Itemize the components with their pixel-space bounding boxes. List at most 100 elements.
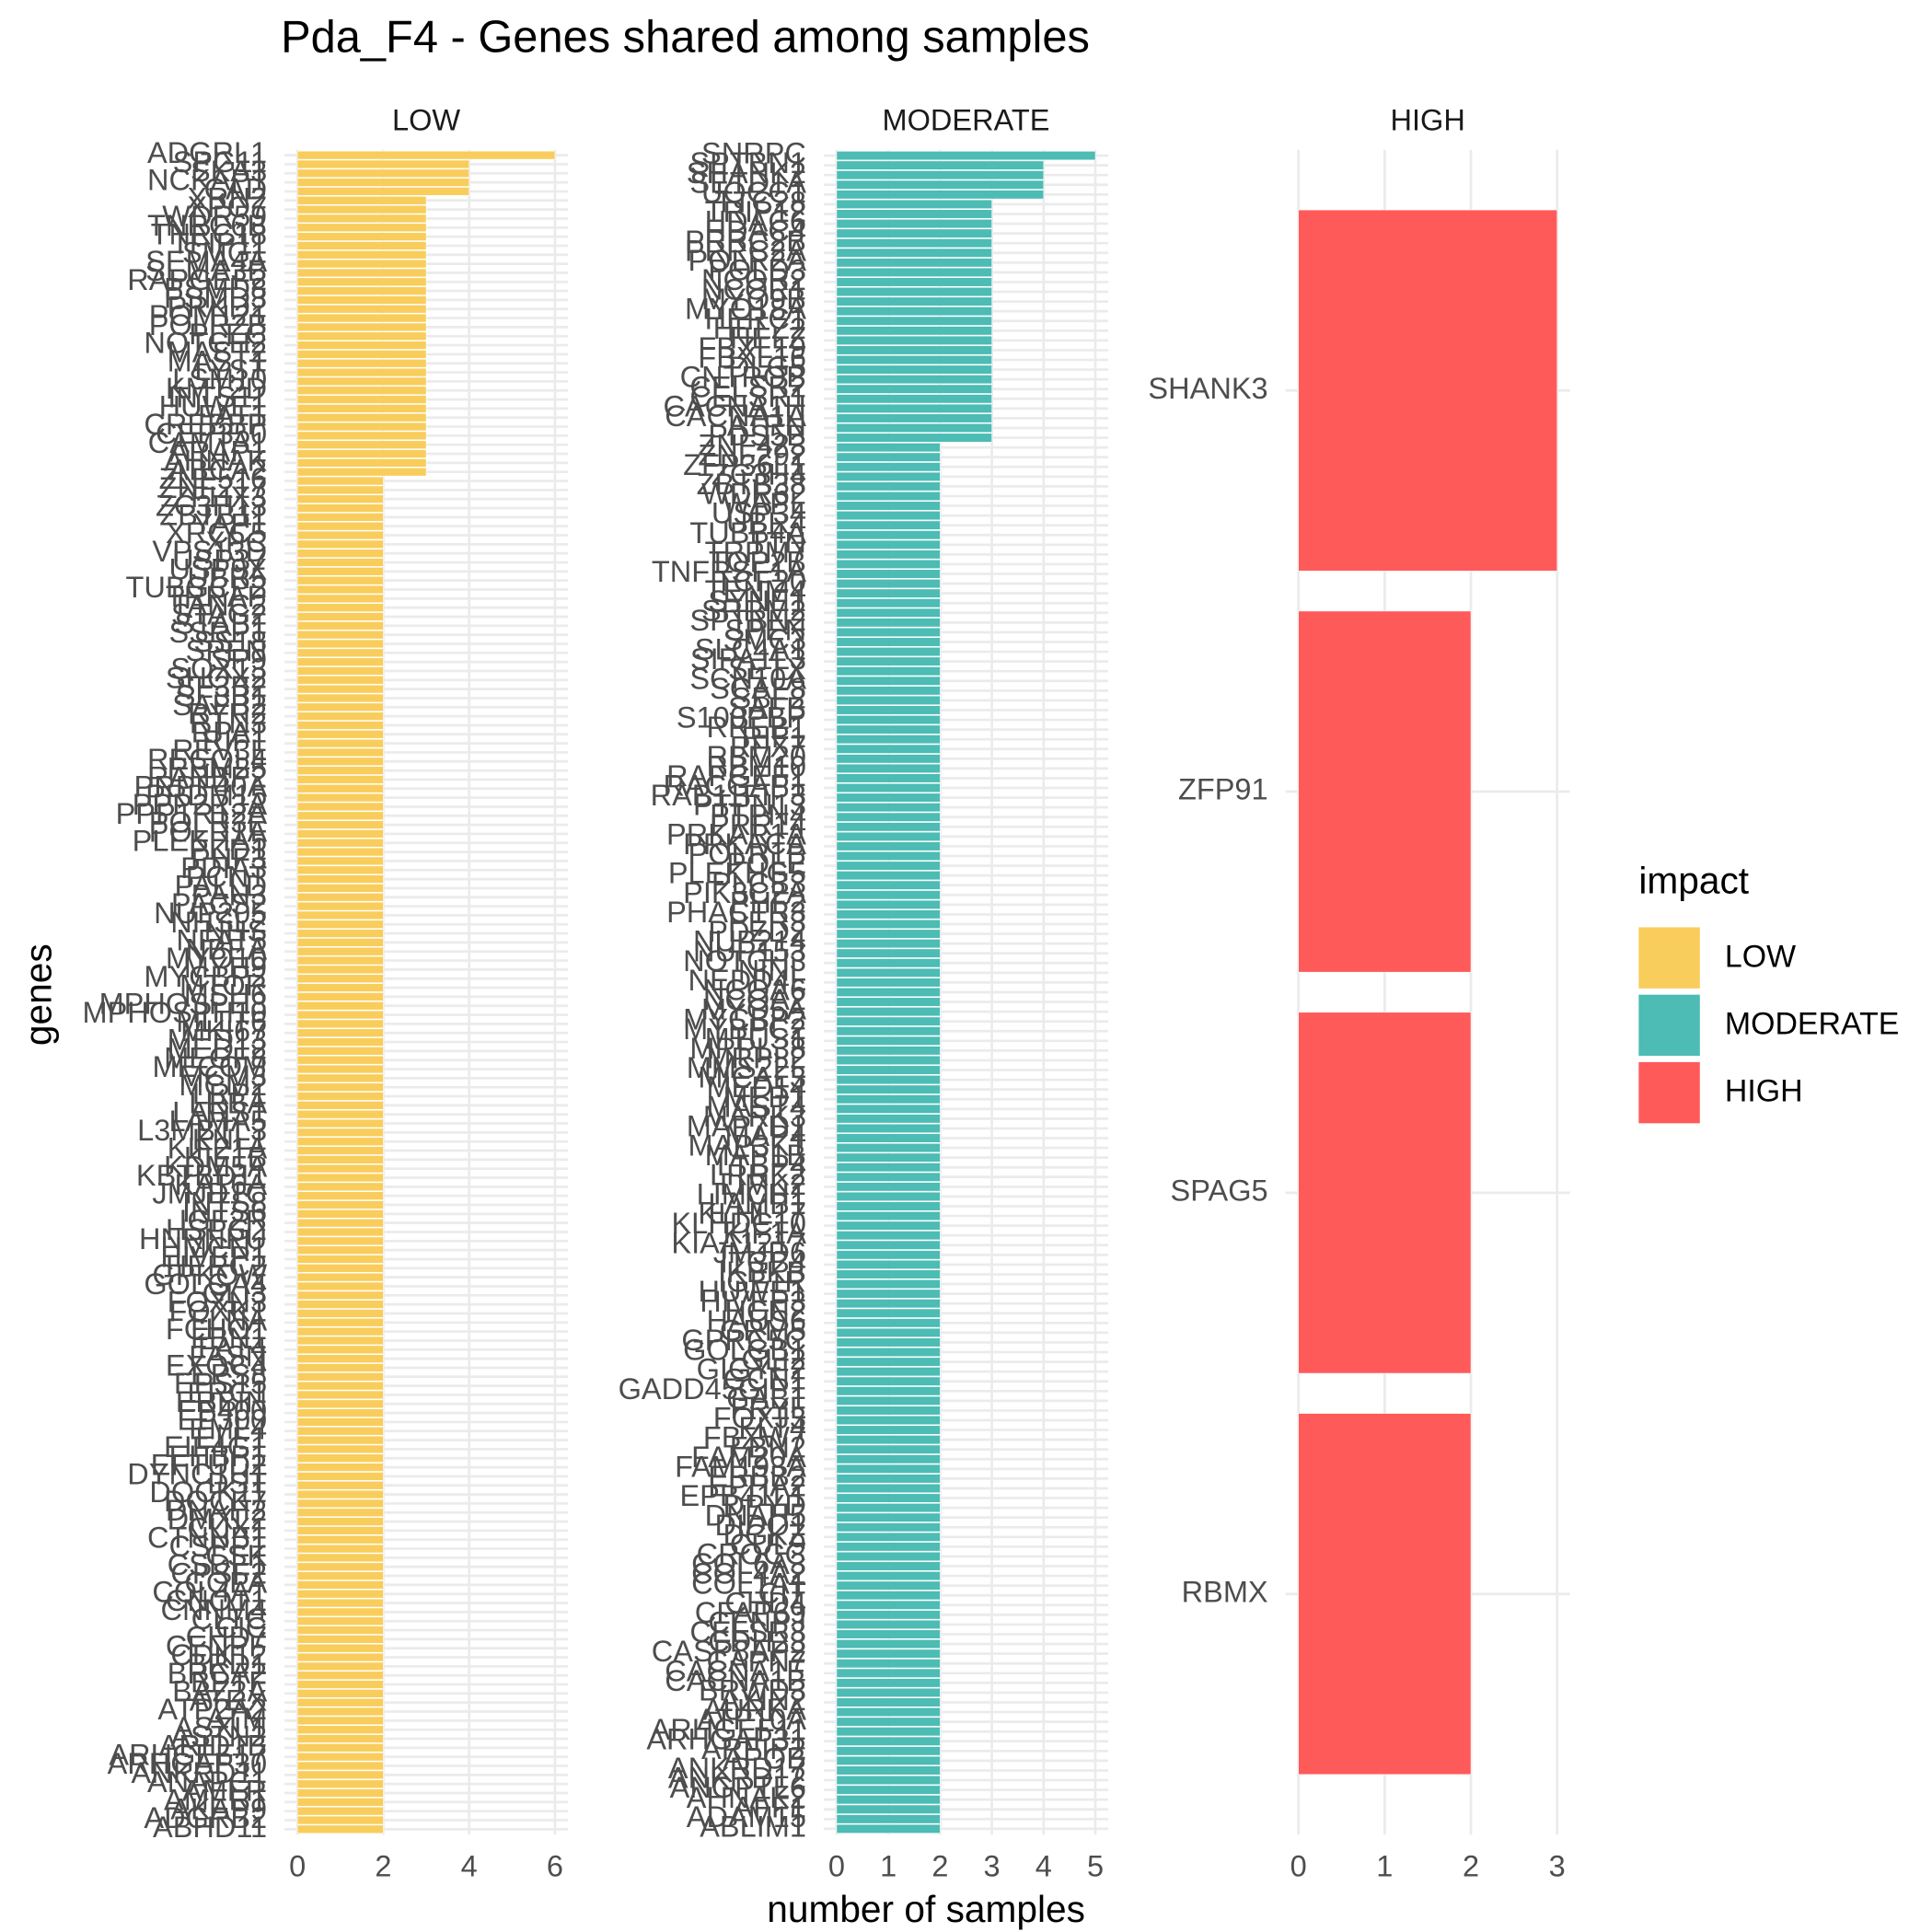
bar [296,1001,384,1011]
y-tick-label: LRP1 [192,1078,267,1111]
y-tick-label: SF3B2 [176,670,267,703]
bar [296,376,427,387]
bar [296,1281,384,1291]
x-tick-label: 0 [289,1849,306,1882]
y-tick-label: NBEA [186,932,268,966]
bar [296,1598,384,1608]
y-tick-label: GLI2 [741,1343,806,1376]
y-axis-title: genes [17,943,59,1046]
y-tick-label: SS18 [194,625,268,658]
y-tick-label: ARHGEF17 [109,1738,267,1771]
y-tick-label: EHBP1 [168,1440,267,1473]
y-tick-label: KIF1B [184,1140,267,1174]
y-tick-label: DPYD [723,1489,806,1522]
y-tick-label: FAM20A [691,1440,806,1474]
x-tick-label: 2 [1463,1849,1479,1882]
y-tick-label: HUWE1 [698,1275,805,1308]
y-tick-label: CACNA1E [665,1654,806,1687]
y-tick-label: TANC2 [171,589,267,622]
y-tick-label: MYBPC2 [683,1012,806,1046]
x-tick-label: 1 [1376,1849,1393,1882]
bar [836,1231,941,1241]
y-tick-label: AFF1 [733,1790,806,1823]
y-tick-label: ADAM15 [687,1800,806,1834]
bar [836,248,992,258]
bar [836,1600,941,1610]
y-tick-label: ANKRD11 [132,1756,268,1789]
bar [296,1417,384,1427]
y-tick-label: ZNF423 [698,429,806,462]
y-tick-label: COL4A1 [152,1575,267,1608]
y-tick-label: DMXL2 [168,1503,267,1536]
y-tick-label: MED1 [723,1081,806,1114]
bar [836,666,941,677]
bar [836,1629,941,1639]
bar [836,1318,941,1328]
y-tick-label: STAB1 [175,607,268,640]
bar [296,784,384,793]
y-tick-label: FBXL16 [698,341,806,375]
y-tick-label: PPP2R3A [133,788,268,821]
y-tick-label: NCKAP1 [147,164,267,197]
y-tick-label: EPS15 [174,1367,267,1400]
y-tick-label: DIDO1 [715,1509,806,1542]
bar [296,639,384,649]
y-tick-label: ANGPTL6 [670,1771,806,1804]
y-tick-label: CFAP69 [695,1596,806,1629]
bar [1298,1012,1472,1374]
bar [296,159,469,169]
y-tick-label: MCM2 [179,1069,267,1102]
bar [296,766,384,775]
y-tick-label: CSDE1 [168,1548,267,1581]
y-tick-label: SETX [728,653,806,686]
y-tick-label: SETD1A [689,166,806,199]
y-tick-label: POLE [726,847,806,880]
y-tick-label: PRKD2 [168,290,267,323]
bar [296,1806,384,1816]
y-tick-label: TNRC6B [147,209,267,242]
bar [836,841,941,851]
bar [296,476,384,486]
x-tick-label: 6 [547,1849,563,1882]
bar [296,204,427,214]
bar [296,693,384,703]
y-tick-label: BRCA2 [168,1657,267,1690]
bar [296,1590,384,1599]
bar [296,286,427,295]
y-tick-label: MAP3K1 [688,1129,806,1163]
y-tick-label: NHSL2 [170,906,267,939]
y-tick-label: PRKACA [683,827,806,861]
bar [296,621,384,631]
bar [296,1309,384,1318]
bar [836,1542,941,1552]
y-tick-label: ATRN [727,410,806,443]
bar [836,1347,941,1358]
x-tick-label: 0 [828,1849,845,1882]
y-tick-label: IGF1R [718,1266,806,1299]
y-tick-label: CDK12 [170,1638,267,1672]
y-tick-label: MPHOSPH8 [99,987,268,1020]
bar [296,1236,384,1246]
legend-swatch [1638,927,1700,989]
bar [836,1182,941,1192]
bar [836,1055,941,1065]
bar [296,1182,384,1192]
y-tick-label: RBMX [1182,1575,1268,1608]
bar [836,1367,941,1377]
y-tick-label: PRR14 [710,808,806,841]
y-tick-label: KIF1A [723,1217,807,1250]
y-tick-label: SP9 [211,643,268,677]
y-tick-label: RANBP2 [147,761,267,794]
y-tick-label: HIVEP1 [160,1241,267,1274]
y-tick-label: SHANK2 [687,156,806,190]
bar [296,1743,384,1753]
bar [296,1788,384,1798]
facet-label: MODERATE [883,103,1050,136]
y-tick-label: TNRC18 [151,218,268,251]
y-tick-label: PCNT [186,861,268,894]
bar [836,588,941,598]
y-tick-label: APOB [723,1742,806,1776]
y-tick-label: L3MBTL3 [137,1114,267,1147]
bar [836,1795,941,1805]
bar [296,893,384,902]
